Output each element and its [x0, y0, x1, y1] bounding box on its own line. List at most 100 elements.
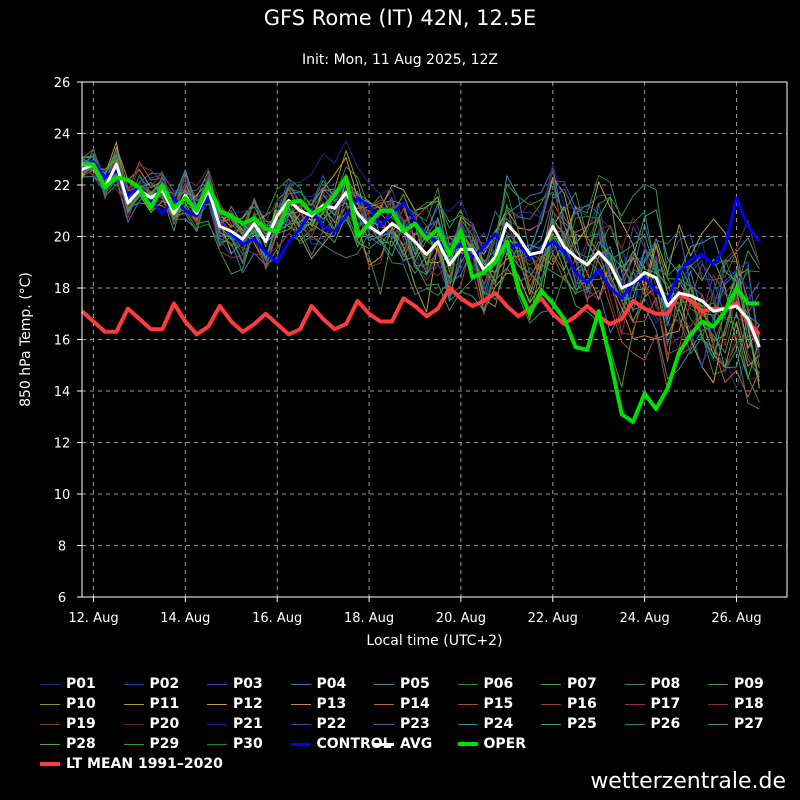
y-tick-label: 12	[54, 437, 71, 452]
legend-swatch	[708, 703, 728, 705]
legend-label: P15	[483, 696, 514, 712]
legend-item: P03	[207, 674, 263, 694]
x-tick-label: 12. Aug	[68, 611, 118, 626]
x-ticks: 12. Aug 14. Aug 16. Aug 18. Aug 20. Aug 22. A…	[68, 597, 762, 626]
legend-label: P27	[734, 716, 764, 732]
legend-label: P20	[149, 716, 180, 732]
legend-item: P12	[207, 694, 263, 714]
y-tick-label: 8	[58, 540, 66, 555]
legend-swatch	[123, 703, 144, 705]
chart-subtitle: Init: Mon, 11 Aug 2025, 12Z	[302, 52, 498, 68]
legend-item: P22	[290, 714, 346, 734]
x-tick-label: 18. Aug	[344, 611, 394, 626]
legend-item: LT MEAN 1991–2020	[40, 754, 223, 774]
legend-item: P01	[40, 674, 96, 694]
legend-item: P13	[290, 694, 347, 714]
legend-item: P14	[374, 694, 430, 714]
x-tick-label: 22. Aug	[528, 611, 578, 626]
legend-item: P30	[207, 734, 263, 754]
legend-label: P17	[650, 696, 681, 712]
legend-item: P07	[541, 674, 597, 694]
legend-item: P17	[624, 694, 681, 714]
legend-swatch	[123, 683, 144, 685]
footer-credit: wetterzentrale.de	[590, 769, 786, 794]
series-line-p29	[81, 159, 760, 403]
legend-label: P16	[567, 696, 597, 712]
y-tick-label: 20	[54, 231, 71, 246]
legend-swatch	[207, 703, 227, 705]
ensemble-members	[81, 140, 760, 410]
y-tick-label: 24	[54, 128, 71, 143]
legend-swatch	[708, 723, 728, 725]
legend-label: P02	[149, 676, 180, 692]
legend-label: P11	[149, 696, 180, 712]
series-line-p26	[81, 156, 760, 355]
y-tick-label: 26	[54, 76, 71, 91]
legend-label: P09	[734, 676, 764, 692]
legend-swatch	[207, 743, 227, 745]
legend-label: P06	[483, 676, 514, 692]
y-tick-label: 22	[54, 179, 71, 194]
legend-swatch	[123, 723, 144, 725]
legend-swatch	[457, 742, 478, 746]
legend-swatch	[624, 703, 645, 705]
legend-label: P04	[316, 676, 347, 692]
y-tick-label: 10	[54, 488, 71, 503]
legend-label: P30	[233, 736, 263, 752]
x-tick-label: 16. Aug	[252, 611, 302, 626]
legend-swatch	[40, 762, 60, 766]
legend-label: P12	[233, 696, 263, 712]
legend-label: P14	[400, 696, 430, 712]
legend-label: LT MEAN 1991–2020	[66, 756, 223, 772]
legend-label: P29	[149, 736, 180, 752]
legend-item: OPER	[457, 734, 527, 754]
y-tick-label: 16	[54, 334, 71, 349]
legend-item: P10	[40, 694, 96, 714]
legend-label: P24	[483, 716, 514, 732]
y-tick-label: 14	[54, 385, 71, 400]
x-axis-label: Local time (UTC+2)	[366, 633, 502, 649]
legend-swatch	[290, 742, 311, 746]
legend-swatch	[40, 703, 60, 705]
legend-label: P18	[734, 696, 764, 712]
legend-label: P28	[66, 736, 96, 752]
legend-item: P02	[123, 674, 180, 694]
legend-item: P21	[207, 714, 263, 734]
legend-swatch	[541, 683, 561, 685]
legend-swatch	[541, 723, 561, 725]
legend-swatch	[374, 742, 394, 746]
legend-label: P10	[66, 696, 96, 712]
legend-item: P24	[457, 714, 514, 734]
legend-item: P26	[624, 714, 680, 734]
legend-label: P19	[66, 716, 96, 732]
legend-swatch	[207, 683, 227, 685]
legend-label: P08	[650, 676, 681, 692]
legend-item: P16	[541, 694, 597, 714]
legend-item: P04	[290, 674, 347, 694]
series-line-lt-mean-1991-2020	[80, 286, 761, 337]
series-line-p06	[81, 148, 760, 410]
legend-swatch	[457, 683, 478, 685]
legend-item: P15	[457, 694, 514, 714]
legend-label: P13	[316, 696, 347, 712]
legend-item: AVG	[374, 734, 432, 754]
legend-label: OPER	[483, 736, 527, 752]
main-series	[80, 160, 761, 424]
legend-item: P20	[123, 714, 180, 734]
legend-swatch	[624, 683, 645, 685]
legend-item: P11	[123, 694, 180, 714]
legend-item: P25	[541, 714, 597, 734]
y-tick-label: 18	[54, 282, 71, 297]
x-tick-label: 24. Aug	[620, 611, 670, 626]
legend-label: P01	[66, 676, 96, 692]
chart-title: GFS Rome (IT) 42N, 12.5E	[263, 6, 537, 30]
series-line-p28	[81, 159, 760, 379]
legend-item: P05	[374, 674, 430, 694]
legend-swatch	[374, 723, 394, 725]
series-line-oper	[82, 162, 760, 424]
grid	[82, 82, 787, 597]
legend-label: P07	[567, 676, 597, 692]
legend-label: P05	[400, 676, 430, 692]
y-tick-label: 6	[58, 591, 66, 606]
legend-swatch	[207, 723, 227, 725]
